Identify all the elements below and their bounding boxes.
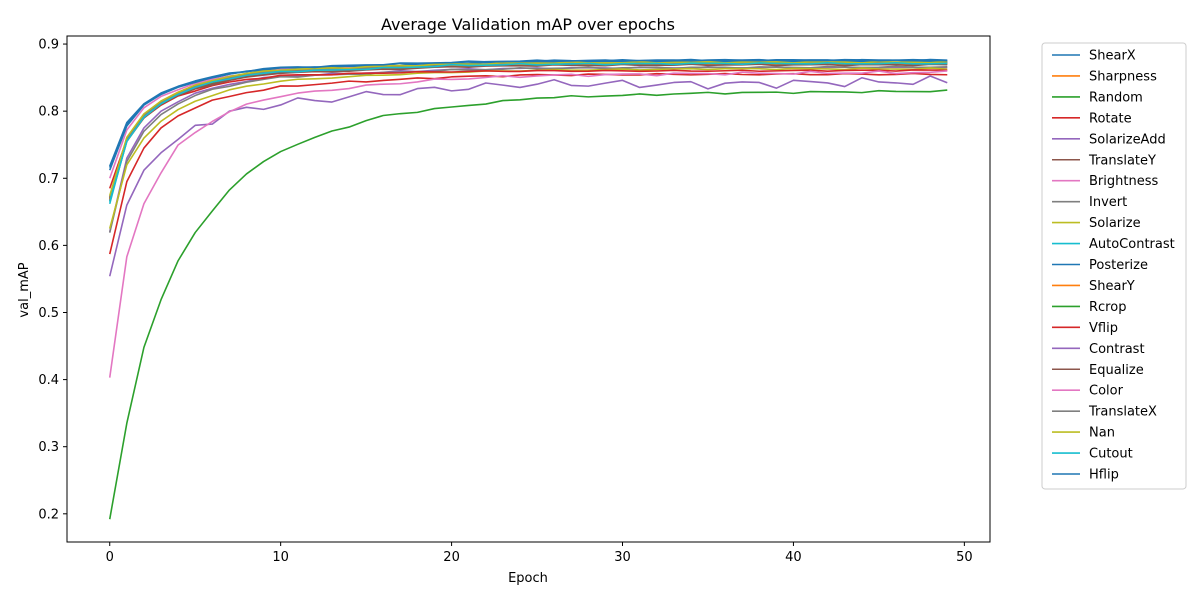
y-tick-label: 0.5: [38, 306, 59, 321]
legend-label: Rotate: [1089, 111, 1132, 126]
x-tick-label: 30: [614, 550, 631, 565]
legend-label: Vflip: [1089, 321, 1118, 336]
y-tick-label: 0.8: [38, 105, 59, 120]
y-tick-label: 0.9: [38, 38, 59, 53]
legend-entry: Cutout: [1052, 447, 1133, 462]
legend-entry: ShearX: [1052, 49, 1136, 64]
legend-label: Cutout: [1089, 447, 1133, 462]
legend-entry: Equalize: [1052, 363, 1144, 378]
legend-entry: ShearY: [1052, 279, 1135, 294]
legend-label: Hflip: [1089, 468, 1119, 483]
legend-entry: Color: [1052, 384, 1124, 399]
legend-label: AutoContrast: [1089, 237, 1175, 252]
legend-label: Brightness: [1089, 174, 1158, 189]
legend-label: Nan: [1089, 426, 1115, 441]
legend-entry: Hflip: [1052, 468, 1119, 483]
plot-frame: [66, 35, 991, 543]
x-tick-label: 40: [785, 550, 802, 565]
y-tick-label: 0.7: [38, 172, 59, 187]
plot-area: 0 10 20 30 40 50 0.2 0.3 0.4 0.5 0.6 0.7 0.8 0.9: [38, 35, 991, 565]
legend-label: Contrast: [1089, 342, 1145, 357]
legend-label: Equalize: [1089, 363, 1144, 378]
legend-label: Rcrop: [1089, 300, 1126, 315]
legend-entry: TranslateX: [1052, 405, 1157, 420]
legend-label: ShearX: [1089, 49, 1136, 64]
legend-label: Random: [1089, 90, 1143, 105]
legend-label: Sharpness: [1089, 69, 1157, 84]
legend-label: Color: [1089, 384, 1124, 399]
legend: ShearX Sharpness Random Rotate SolarizeAdd Tr…: [1041, 42, 1187, 490]
legend-entry: Random: [1052, 90, 1143, 105]
legend-label: TranslateY: [1088, 153, 1156, 168]
legend-entry: Brightness: [1052, 174, 1158, 189]
legend-entry: Invert: [1052, 195, 1127, 210]
series-line-color: [108, 70, 948, 378]
y-tick-label: 0.4: [38, 373, 59, 388]
series-line-rotate: [108, 72, 948, 255]
x-tick-label: 20: [443, 550, 460, 565]
series-lines: [108, 58, 948, 520]
legend-label: ShearY: [1089, 279, 1135, 294]
series-line-invert: [108, 65, 948, 233]
x-axis-title: Epoch: [508, 571, 548, 586]
legend-label: Invert: [1089, 195, 1127, 210]
legend-entry: Nan: [1052, 426, 1115, 441]
legend-entry: Rcrop: [1052, 300, 1126, 315]
legend-entries: ShearX Sharpness Random Rotate SolarizeAdd Tr…: [1052, 49, 1175, 483]
series-line-contrast: [108, 75, 948, 277]
series-line-cutout: [108, 62, 948, 202]
legend-entry: TranslateY: [1052, 153, 1156, 168]
legend-label: SolarizeAdd: [1089, 132, 1166, 147]
legend-label: Solarize: [1089, 216, 1141, 231]
series-line-hflip: [108, 58, 948, 167]
y-axis-title: val_mAP: [17, 262, 32, 317]
legend-entry: Sharpness: [1052, 69, 1157, 84]
x-axis-ticks: 0 10 20 30 40 50: [106, 542, 973, 565]
legend-entry: Solarize: [1052, 216, 1141, 231]
legend-box: [1041, 42, 1187, 490]
series-line-rcrop: [108, 89, 948, 520]
y-tick-label: 0.2: [38, 507, 59, 522]
y-tick-label: 0.6: [38, 239, 59, 254]
legend-entry: Posterize: [1052, 258, 1148, 273]
legend-entry: AutoContrast: [1052, 237, 1175, 252]
legend-entry: Contrast: [1052, 342, 1145, 357]
x-tick-label: 0: [106, 550, 114, 565]
chart-title: Average Validation mAP over epochs: [381, 15, 675, 34]
legend-entry: SolarizeAdd: [1052, 132, 1166, 147]
legend-entry: Vflip: [1052, 321, 1118, 336]
y-axis-ticks: 0.2 0.3 0.4 0.5 0.6 0.7 0.8 0.9: [38, 38, 67, 522]
x-tick-label: 50: [956, 550, 973, 565]
legend-label: Posterize: [1089, 258, 1148, 273]
series-line-vflip: [108, 69, 948, 189]
y-tick-label: 0.3: [38, 440, 59, 455]
x-tick-label: 10: [272, 550, 289, 565]
series-line-nan: [108, 60, 948, 196]
legend-label: TranslateX: [1088, 405, 1157, 420]
legend-entry: Rotate: [1052, 111, 1132, 126]
